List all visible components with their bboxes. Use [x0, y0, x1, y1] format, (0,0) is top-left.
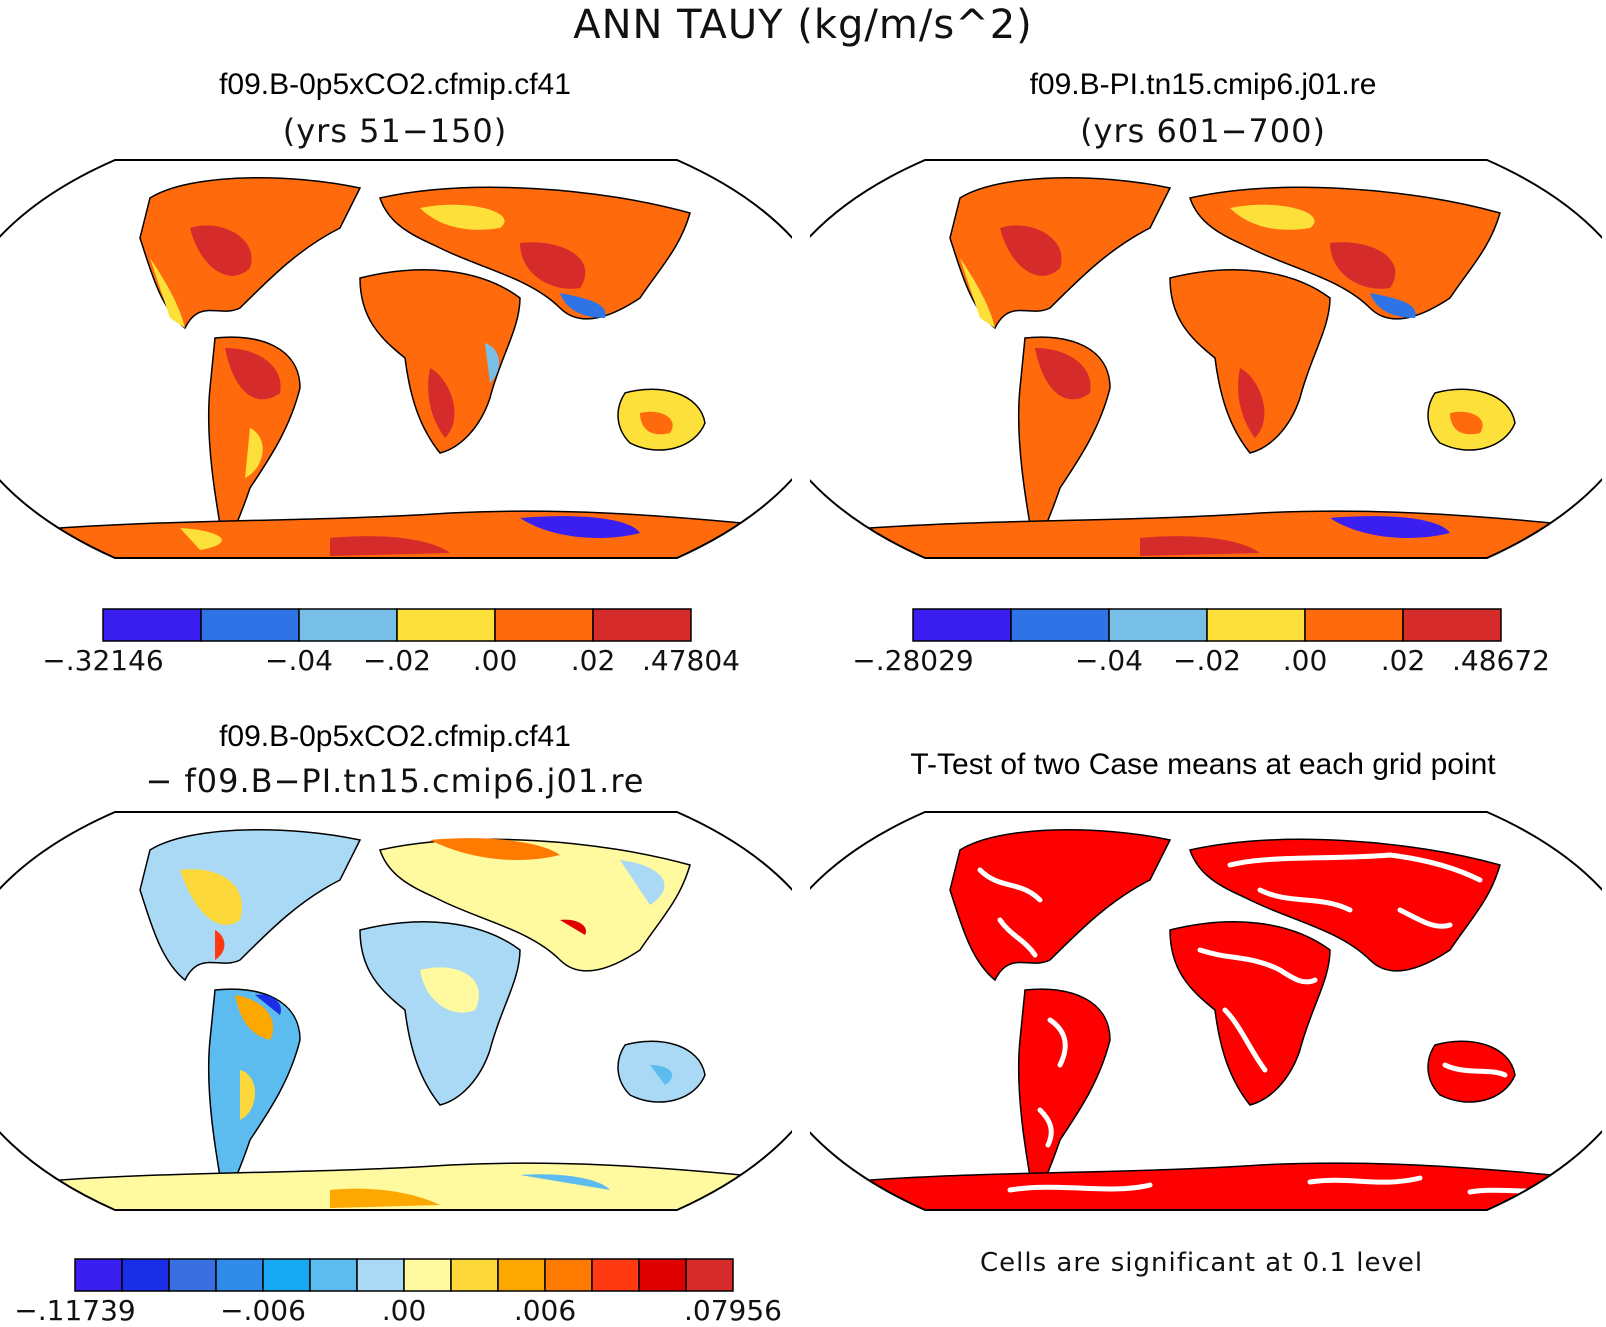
- colorbar-swatch: [168, 1258, 217, 1292]
- landmass-north-america: [139, 829, 362, 982]
- region-high: [190, 225, 252, 276]
- colorbar-top-right: [912, 608, 1502, 642]
- landmass-africa: [359, 269, 521, 454]
- panel-subtitle-top-right: (yrs 601−700): [1080, 112, 1326, 150]
- landmass-antarctica: [810, 1162, 1602, 1210]
- figure-title: ANN TAUY (kg/m/s^2): [573, 2, 1033, 48]
- panel-subtitle-bottom-left: − f09.B−PI.tn15.cmip6.j01.re: [145, 762, 645, 800]
- colorbar-swatch: [1108, 608, 1208, 642]
- colorbar-tick-label: −.11739: [14, 1294, 136, 1327]
- colorbar-swatch: [1402, 608, 1502, 642]
- colorbar-top-left: [102, 608, 692, 642]
- colorbar-tick-label: −.02: [1173, 644, 1241, 677]
- colorbar-tick-label: −.32146: [42, 644, 164, 677]
- colorbar-swatch: [497, 1258, 546, 1292]
- non-significant-cells: [977, 852, 1563, 1195]
- panel-title-top-right: f09.B-PI.tn15.cmip6.j01.re: [1029, 68, 1377, 101]
- panel-title-bottom-right: T-Test of two Case means at each grid po…: [910, 748, 1496, 781]
- colorbar-swatch: [298, 608, 398, 642]
- map-border: [810, 159, 1602, 559]
- landmass-eurasia: [379, 838, 691, 972]
- colorbar-tick-label: .00: [1282, 644, 1328, 677]
- map-border: [0, 159, 792, 559]
- colorbar-swatch: [638, 1258, 687, 1292]
- landmass-south-america: [1017, 988, 1111, 1206]
- colorbar-tick-label: −.006: [220, 1294, 306, 1327]
- landmass-africa: [1169, 921, 1331, 1106]
- colorbar-swatch: [121, 1258, 170, 1292]
- colorbar-tick-label: .00: [472, 644, 518, 677]
- landmass-antarctica: [0, 1162, 792, 1210]
- map-bottom-right: [810, 811, 1602, 1211]
- colorbar-swatch: [591, 1258, 640, 1292]
- colorbar-swatch: [544, 1258, 593, 1292]
- colorbar-swatch: [262, 1258, 311, 1292]
- colorbar-tick-label: −.28029: [852, 644, 974, 677]
- colorbar-swatch: [102, 608, 202, 642]
- colorbar-swatch: [912, 608, 1012, 642]
- colorbar-tick-label: .47804: [642, 644, 740, 677]
- panel-title-bottom-left: f09.B-0p5xCO2.cfmip.cf41: [219, 720, 571, 753]
- colorbar-tick-label: −.02: [363, 644, 431, 677]
- map-border: [0, 811, 792, 1211]
- colorbar-swatch: [494, 608, 594, 642]
- landmass-africa: [359, 921, 521, 1106]
- map-bottom-left: [0, 811, 792, 1211]
- landmass-north-america: [949, 829, 1172, 982]
- colorbar-swatch: [1304, 608, 1404, 642]
- colorbar-swatch: [450, 1258, 499, 1292]
- map-top-right: [810, 159, 1602, 559]
- colorbar-swatch: [309, 1258, 358, 1292]
- colorbar-swatch: [1010, 608, 1110, 642]
- panel-subtitle-top-left: (yrs 51−150): [282, 112, 508, 150]
- colorbar-tick-label: .02: [570, 644, 616, 677]
- colorbar-swatch: [356, 1258, 405, 1292]
- colorbar-tick-label: .07956: [684, 1294, 782, 1327]
- colorbar-swatch: [403, 1258, 452, 1292]
- colorbar-swatch: [215, 1258, 264, 1292]
- landmass-africa: [1169, 269, 1331, 454]
- map-top-left: [0, 159, 792, 559]
- colorbar-tick-label: .00: [381, 1294, 427, 1327]
- map-border: [810, 811, 1602, 1211]
- colorbar-tick-label: .02: [1380, 644, 1426, 677]
- colorbar-swatch: [74, 1258, 123, 1292]
- colorbar-bottom-left: [74, 1258, 734, 1292]
- colorbar-tick-label: .006: [513, 1294, 577, 1327]
- colorbar-tick-label: −.04: [265, 644, 333, 677]
- colorbar-swatch: [685, 1258, 734, 1292]
- colorbar-swatch: [1206, 608, 1306, 642]
- colorbar-tick-label: .48672: [1452, 644, 1550, 677]
- colorbar-swatch: [200, 608, 300, 642]
- colorbar-tick-label: −.04: [1075, 644, 1143, 677]
- colorbar-swatch: [396, 608, 496, 642]
- colorbar-swatch: [592, 608, 692, 642]
- panel-title-top-left: f09.B-0p5xCO2.cfmip.cf41: [219, 68, 571, 101]
- significance-note: Cells are significant at 0.1 level: [980, 1248, 1424, 1278]
